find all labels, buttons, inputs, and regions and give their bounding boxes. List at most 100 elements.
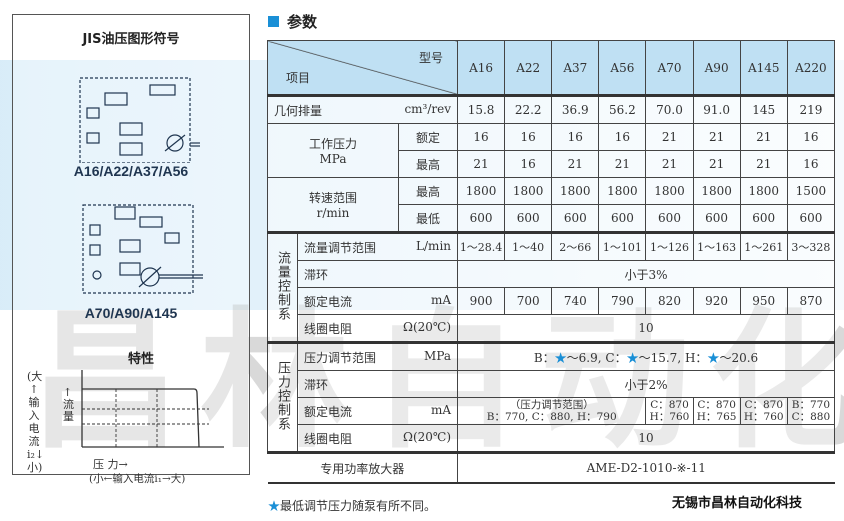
speed-max-value: 1800 (607, 184, 638, 198)
item-header: 项目 (286, 71, 311, 85)
merged-line: B：770, C：880, H：790 (486, 411, 617, 423)
speed-min-cell: 600 (645, 204, 694, 233)
flow-current-row: 额定电流 mA 900 700 740 790 820 920 950 870 (268, 287, 836, 315)
displacement-cell: 145 (739, 94, 788, 124)
pressure-resistance-row: 线圈电阻 Ω(20℃) 10 (268, 424, 835, 453)
speed-max-cell: 1800 (504, 177, 553, 205)
flow-range-cell: 1～101 (598, 231, 647, 261)
pressure-current-cell: B：770 C：880 (786, 397, 836, 425)
model-name: A22 (516, 60, 541, 75)
pressure-max-value: 16 (520, 157, 536, 171)
speed-min-value: 600 (469, 211, 493, 225)
merged-line: （压力调节范围） (509, 399, 594, 411)
speed-min-cell: 600 (598, 204, 647, 233)
pressure-rated-cell: 16 (598, 123, 647, 151)
flow-current-value: 790 (610, 294, 634, 308)
flow-range-label: 流量调节范围 (304, 240, 377, 255)
flow-current-cell: 900 (457, 287, 506, 315)
speed-min-row: 最低 600 600 600 600 600 600 600 600 (268, 204, 836, 233)
model-header-cell: A220 (786, 40, 836, 96)
speed-max-cell: 1800 (645, 177, 694, 205)
speed-max-label-cell: 最高 (397, 177, 459, 205)
pressure-max-cell: 16 (504, 150, 553, 178)
current-line: H：765 (696, 411, 737, 423)
flow-label: ↑流量 (63, 386, 74, 423)
pressure-rated-cell: 16 (786, 123, 836, 151)
hydraulic-symbol-panel: JIS油压图形符号 A16/A22/A37/A56 A70/A90/A145 特… (12, 14, 250, 485)
pressure-rated-value: 21 (708, 130, 725, 144)
amplifier-value: AME-D2-1010-※-11 (586, 461, 706, 475)
pressure-rated-cell: 21 (739, 123, 788, 151)
flow-current-value: 870 (799, 294, 823, 308)
flow-range-label-cell: 流量调节范围 L/min (296, 231, 459, 261)
speed-min-cell: 600 (551, 204, 600, 233)
pressure-max-cell: 21 (551, 150, 600, 178)
pressure-current-merged-cell: （压力调节范围） B：770, C：880, H：790 (457, 397, 647, 425)
flow-range-value: 1～126 (650, 241, 689, 254)
pressure-rated-value: 16 (567, 130, 583, 144)
flow-current-cell: 870 (786, 287, 836, 315)
y-axis-label: (大↑输入电流i₂↓小) (27, 370, 45, 474)
flow-current-label-cell: 额定电流 mA (296, 287, 459, 315)
pressure-max-value: 16 (803, 157, 819, 171)
range-part: ～20.6 (719, 350, 759, 365)
flow-current-cell: 920 (692, 287, 741, 315)
flow-range-cell: 1～163 (692, 231, 741, 261)
resistance-value: 10 (638, 321, 654, 335)
pressure-current-label-cell: 额定电流 mA (296, 397, 459, 425)
speed-unit: r/min (316, 206, 350, 220)
pressure-control-group: 压力控制系 (275, 361, 290, 431)
min-label: 最低 (416, 211, 441, 226)
speed-max-value: 1800 (701, 184, 732, 198)
speed-max-cell: 1800 (551, 177, 600, 205)
pressure-range-label-cell: 压力调节范围 MPa (296, 341, 459, 371)
flow-resistance-value-cell: 10 (457, 314, 835, 343)
flow-current-cell: 950 (739, 287, 788, 315)
speed-min-value: 600 (563, 211, 587, 225)
speed-label-cell: 转速范围 r/min (267, 177, 399, 233)
displacement-cell: 22.2 (504, 94, 553, 124)
pressure-max-value: 21 (661, 157, 678, 171)
range-part: ～6.9, C： (566, 350, 627, 365)
flow-current-value: 700 (516, 294, 540, 308)
schematic-1-label: A16/A22/A37/A56 (73, 163, 189, 179)
amplifier-row: 专用功率放大器 AME-D2-1010-※-11 (267, 451, 835, 484)
flow-current-value: 900 (469, 294, 493, 308)
flow-range-cell: 1～126 (645, 231, 694, 261)
displacement-label-cell: 几何排量 cm³/rev (266, 94, 459, 124)
speed-min-value: 600 (752, 211, 776, 225)
speed-label: 转速范围 (308, 191, 357, 205)
flow-hysteresis-value-cell: 小于3% (457, 260, 835, 288)
speed-max-value: 1800 (748, 184, 779, 198)
displacement-value: 219 (799, 103, 823, 117)
flow-resistance-label: 线圈电阻 (304, 321, 353, 336)
flow-hysteresis-row: 滞环 小于3% (268, 260, 835, 288)
range-part: ～15.7, H： (638, 350, 708, 365)
flow-current-cell: 740 (551, 287, 600, 315)
displacement-cell: 15.8 (457, 94, 506, 124)
flow-range-value: 1～40 (512, 241, 545, 254)
max-label: 最高 (416, 157, 441, 172)
pressure-resistance-label: 线圈电阻 (304, 431, 353, 446)
speed-max-value: 1500 (795, 184, 827, 198)
flow-range-cell: 1～40 (504, 231, 553, 261)
star-icon: ★ (554, 350, 567, 365)
model-name: A16 (469, 60, 494, 75)
displacement-row: 几何排量 cm³/rev 15.8 22.2 36.9 56.2 70.0 91.0 145 21… (266, 94, 836, 124)
current-line: C：880 (791, 411, 831, 423)
footnote: ★最低调节压力随泵有所不同。 (268, 497, 436, 514)
pressure-max-cell: 21 (598, 150, 647, 178)
flow-range-value: 1～163 (697, 241, 737, 254)
speed-max-cell: 1800 (739, 177, 788, 205)
speed-max-row: 转速范围 r/min 最高 1800 1800 1800 1800 1800 1800 1800 1… (267, 177, 836, 233)
flow-current-unit: mA (430, 292, 452, 307)
flow-current-cell: 820 (645, 287, 694, 315)
amplifier-label: 专用功率放大器 (320, 461, 405, 476)
star-icon: ★ (268, 499, 281, 513)
characteristic-curve (81, 370, 224, 448)
section-heading: 参数 (268, 11, 317, 32)
flow-current-value: 950 (752, 294, 776, 308)
pressure-label-cell: 工作压力 MPa (267, 123, 399, 178)
displacement-value: 36.9 (561, 103, 589, 117)
current-line: C：870 (744, 399, 784, 411)
